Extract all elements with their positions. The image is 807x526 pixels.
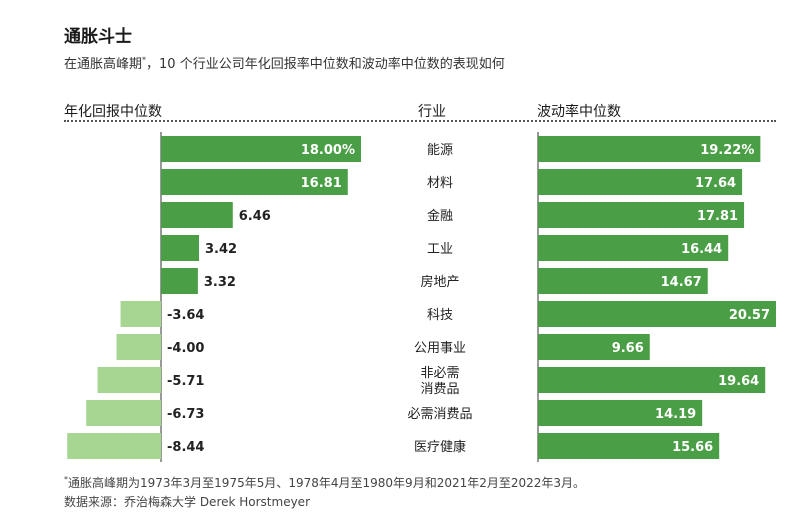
footnote: *通胀高峰期为1973年3月至1975年5月、1978年4月至1980年9月和2… [64, 474, 585, 491]
volatility-value-label: 20.57 [729, 308, 770, 323]
industry-label: 工业 [427, 242, 453, 257]
chart-subtitle: 在通胀高峰期*，10 个行业公司年化回报率中位数和波动率中位数的表现如何 [64, 53, 505, 72]
returns-value-label: -5.71 [167, 374, 204, 389]
returns-column-header: 年化回报中位数 [64, 104, 162, 120]
industry-label: 房地产 [420, 274, 459, 290]
industry-column-header: 行业 [418, 104, 446, 120]
volatility-bar [538, 334, 650, 360]
subtitle-footnote-mark: * [142, 55, 147, 65]
header-dotted-divider [64, 120, 776, 122]
returns-bar [67, 433, 161, 459]
volatility-value-label: 16.44 [681, 242, 722, 257]
industry-label: 非必需 [420, 366, 459, 381]
returns-value-label: 3.32 [204, 275, 236, 290]
volatility-bar [538, 301, 776, 327]
returns-value-label: -4.00 [167, 341, 204, 356]
returns-value-label: 6.46 [239, 209, 271, 224]
returns-bar [161, 202, 233, 228]
volatility-value-label: 19.22% [700, 143, 754, 158]
returns-value-label: 18.00% [301, 143, 355, 158]
volatility-column-header: 波动率中位数 [537, 104, 621, 120]
data-source: 数据来源：乔治梅森大学 Derek Horstmeyer [64, 495, 311, 509]
returns-bar [120, 301, 161, 327]
returns-bar [86, 400, 161, 426]
industry-label: 材料 [427, 176, 453, 191]
volatility-value-label: 14.19 [655, 407, 696, 422]
industry-label: 科技 [427, 308, 453, 323]
volatility-bar [538, 136, 761, 162]
volatility-value-label: 14.67 [661, 275, 702, 290]
volatility-value-label: 9.66 [612, 341, 644, 356]
industry-label: 能源 [427, 143, 453, 158]
industry-label: 必需消费品 [407, 407, 472, 422]
returns-value-label: -8.44 [167, 440, 204, 455]
returns-value-label: 16.81 [301, 176, 342, 191]
returns-bar [161, 169, 348, 195]
returns-value-label: -3.64 [167, 308, 204, 323]
volatility-bar [538, 400, 703, 426]
industry-label: 医疗健康 [414, 439, 466, 455]
returns-bar [97, 367, 161, 393]
returns-value-label: 3.42 [205, 242, 237, 257]
subtitle-text-pre: 在通胀高峰期 [64, 57, 143, 72]
returns-bar [161, 268, 198, 294]
volatility-bar [538, 268, 708, 294]
volatility-bar [538, 433, 720, 459]
returns-value-label: -6.73 [167, 407, 204, 422]
returns-bar [161, 136, 361, 162]
volatility-value-label: 17.64 [695, 176, 736, 191]
volatility-bar [538, 202, 745, 228]
industry-label: 公用事业 [414, 341, 466, 356]
returns-bar [161, 235, 199, 261]
footnote-text: 通胀高峰期为1973年3月至1975年5月、1978年4月至1980年9月和20… [68, 476, 586, 490]
volatility-bar [538, 169, 743, 195]
industry-label: 消费品 [420, 382, 459, 397]
volatility-bar [538, 367, 766, 393]
footnote-mark: * [64, 475, 68, 484]
subtitle-text-post: ，10 个行业公司年化回报率中位数和波动率中位数的表现如何 [146, 57, 505, 72]
industry-label: 金融 [427, 208, 453, 224]
volatility-value-label: 15.66 [672, 440, 713, 455]
volatility-value-label: 17.81 [697, 209, 738, 224]
chart-title: 通胀斗士 [64, 27, 132, 47]
volatility-bar [538, 235, 729, 261]
returns-bar [116, 334, 161, 360]
volatility-value-label: 19.64 [718, 374, 759, 389]
